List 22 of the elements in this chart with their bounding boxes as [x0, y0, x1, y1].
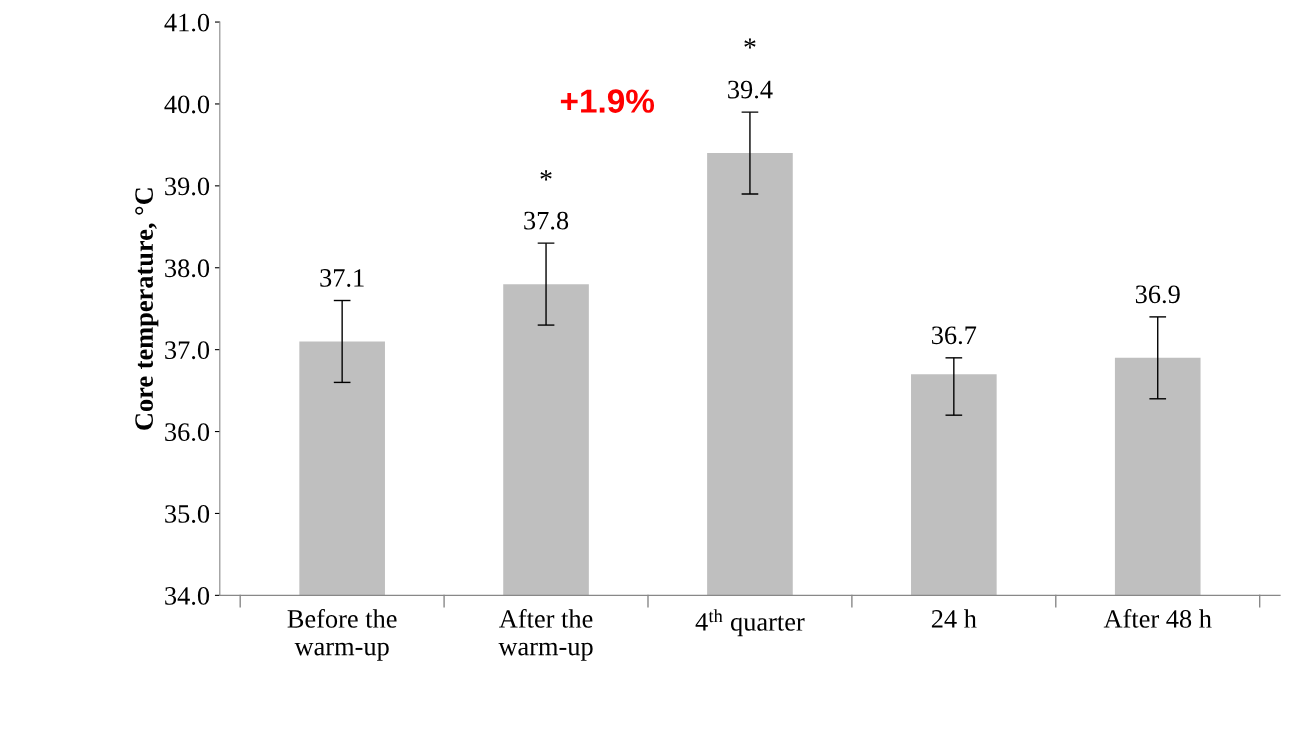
y-tick-label: 35.0	[165, 505, 210, 523]
x-tick-label: After 48 h	[1103, 608, 1212, 628]
annotation: +1.9%	[560, 89, 655, 113]
y-tick-label: 37.0	[165, 341, 210, 360]
y-tick-label: 41.0	[164, 13, 210, 32]
data-label: 39.4	[728, 80, 773, 99]
y-tick-label: 36.0	[165, 423, 210, 442]
data-label: 36.9	[1135, 285, 1180, 304]
y-tick-label: 40.0	[164, 95, 210, 114]
y-tick-label: 39.0	[165, 177, 210, 196]
x-tick-label: After the warm-up	[498, 608, 593, 661]
x-tick-label: Before the warm-up	[287, 608, 397, 661]
y-tick-label: 34.0	[165, 586, 210, 605]
annotation: *	[744, 38, 756, 49]
x-tick-label: 4$^{th}$ quarter	[695, 609, 805, 637]
x-tick-label: 24 h	[931, 609, 977, 628]
annotation: *	[540, 170, 552, 181]
data-label: 37.8	[524, 211, 569, 230]
data-label: 36.7	[932, 326, 977, 345]
y-tick-label: 38.0	[165, 259, 210, 278]
data-label: 37.1	[320, 269, 364, 287]
y-axis-title: Core temperature, °C	[135, 188, 159, 430]
